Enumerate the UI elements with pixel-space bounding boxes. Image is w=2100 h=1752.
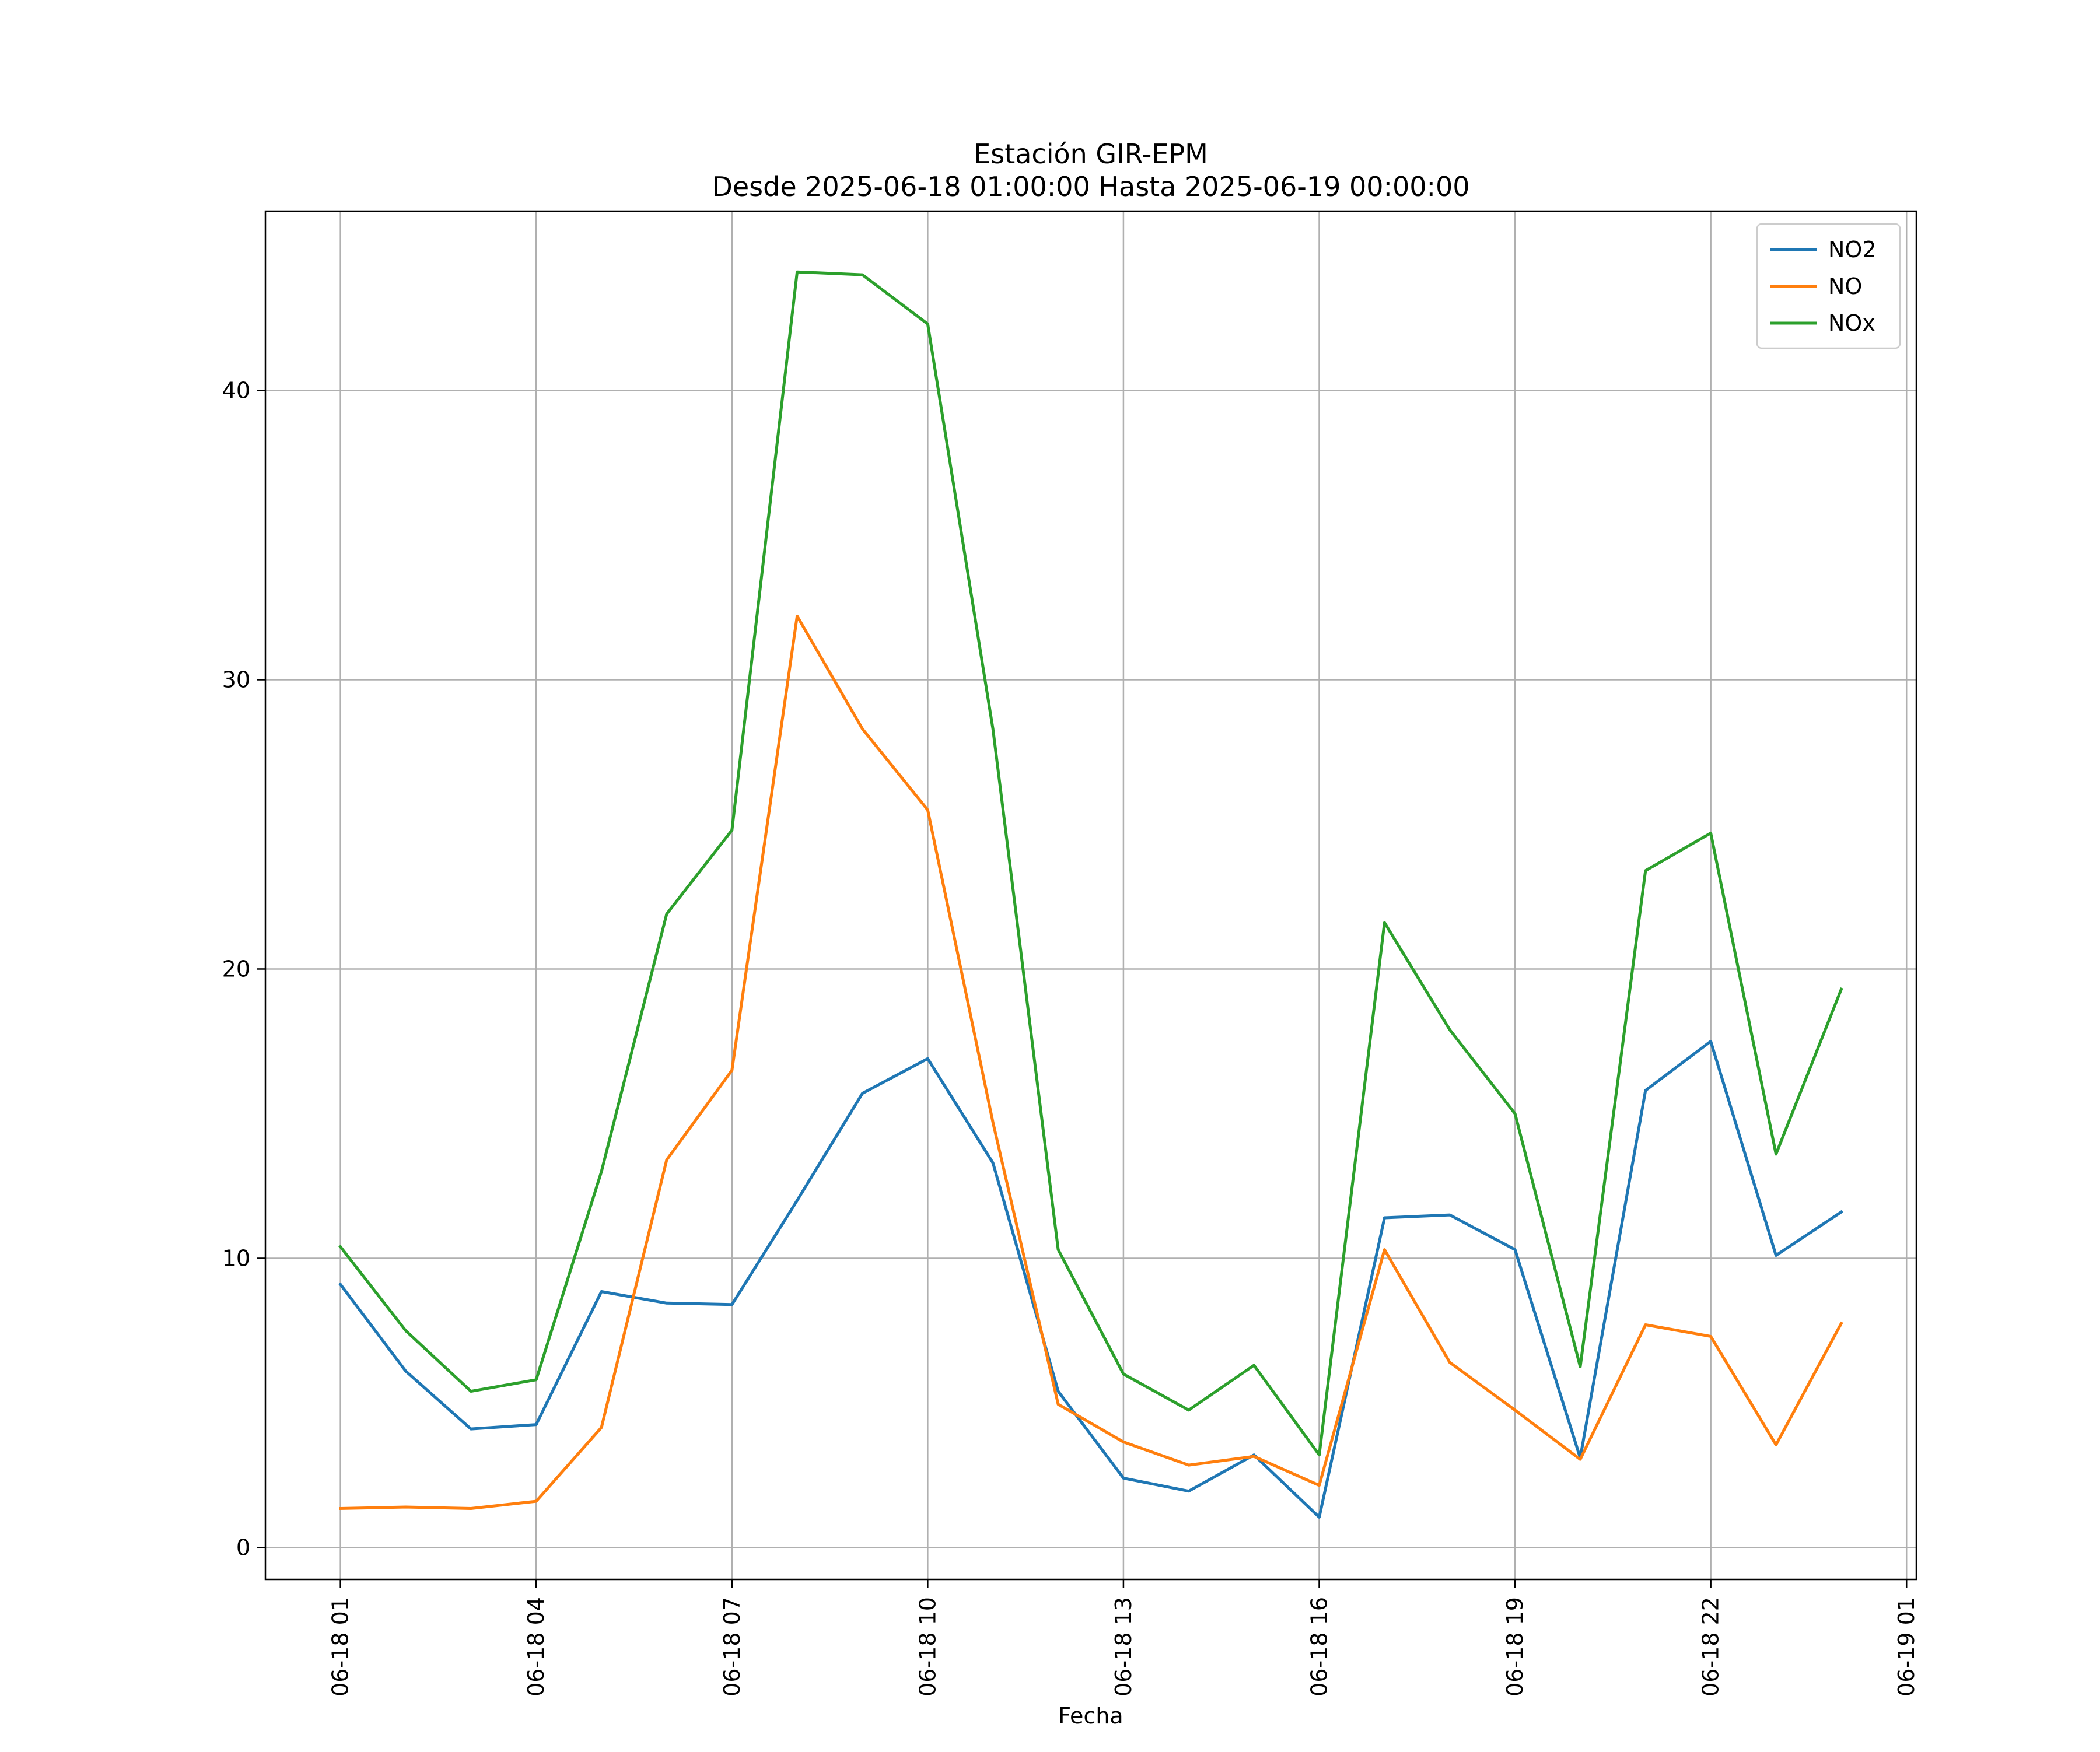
y-tick-label: 30 xyxy=(222,667,250,692)
x-tick-label: 06-18 01 xyxy=(328,1597,354,1697)
grid xyxy=(265,211,1916,1579)
x-axis-label: Fecha xyxy=(1058,1703,1123,1729)
series-line-no xyxy=(339,614,1843,1511)
series-line-no2 xyxy=(338,1040,1843,1519)
y-tick-label: 40 xyxy=(222,378,250,404)
legend-box xyxy=(1756,223,1901,349)
legend: NO2 NO NOx xyxy=(1756,223,1901,349)
axis-ticks: 0 10 20 30 40 06-18 01 06-18 04 06-18 07 06-18 1… xyxy=(222,378,1920,1697)
plot-area-frame xyxy=(264,210,1917,1581)
y-tick-label: 0 xyxy=(236,1534,250,1560)
chart-subtitle: Desde 2025-06-18 01:00:00 Hasta 2025-06-… xyxy=(712,171,1469,202)
x-tick-label: 06-19 01 xyxy=(1894,1597,1919,1697)
x-tick-label: 06-18 04 xyxy=(523,1597,549,1697)
x-tick-label: 06-18 16 xyxy=(1307,1597,1332,1697)
y-tick-label: 20 xyxy=(222,956,250,982)
legend-label-nox: NOx xyxy=(1828,310,1875,336)
x-tick-label: 06-18 19 xyxy=(1502,1597,1528,1697)
x-tick-label: 06-18 10 xyxy=(915,1597,940,1697)
legend-label-no: NO xyxy=(1828,274,1862,299)
x-tick-label: 06-18 22 xyxy=(1698,1597,1724,1697)
series-line-nox xyxy=(338,270,1843,1457)
x-tick-label: 06-18 13 xyxy=(1111,1597,1136,1697)
series-lines xyxy=(338,270,1843,1519)
legend-label-no2: NO2 xyxy=(1828,237,1877,262)
chart-title: Estación GIR-EPM xyxy=(974,138,1208,170)
x-tick-label: 06-18 07 xyxy=(719,1597,745,1697)
y-tick-label: 10 xyxy=(222,1245,250,1271)
